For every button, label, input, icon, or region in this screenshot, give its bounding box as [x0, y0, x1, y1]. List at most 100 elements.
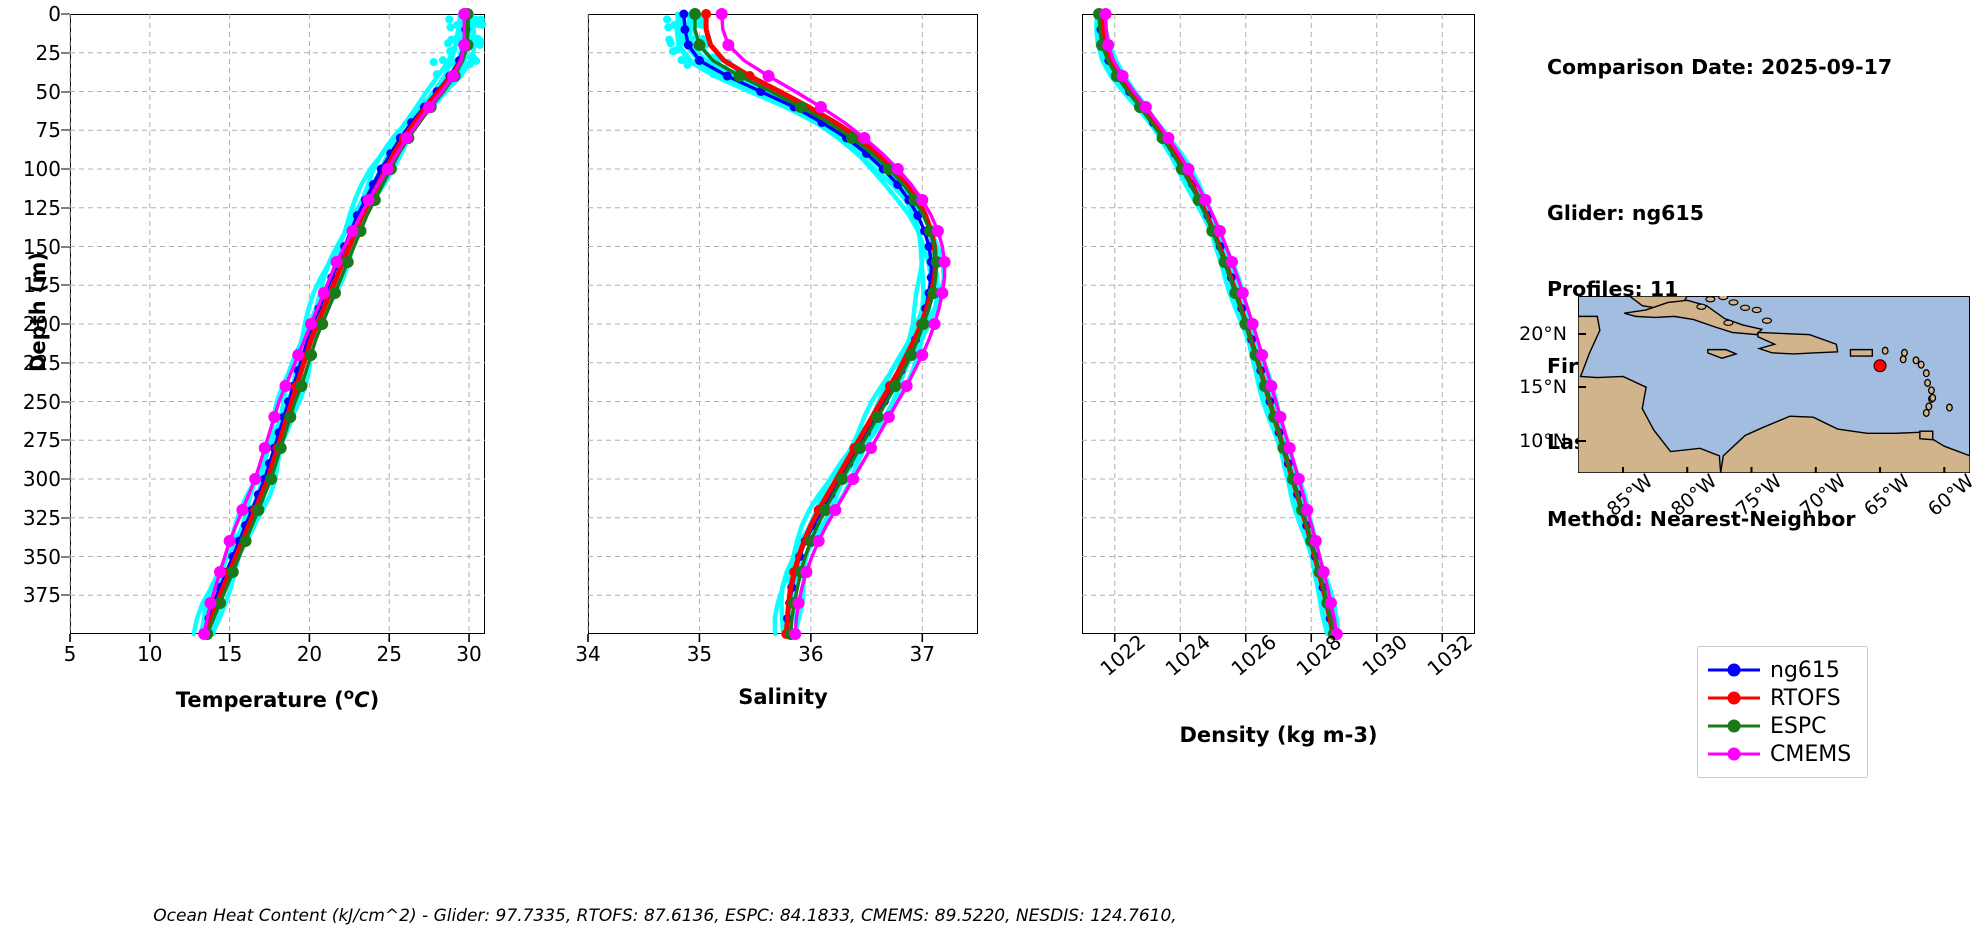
x-tick-label: 1026 — [1226, 629, 1281, 681]
series-marker-ng615 — [913, 211, 923, 220]
glider-scatter-point — [666, 39, 675, 48]
series-marker-espc — [882, 163, 895, 175]
series-marker-espc — [274, 442, 287, 454]
x-tick-label: 30 — [456, 642, 482, 666]
depth-tick-mark — [61, 362, 70, 364]
glider-scatter-point — [672, 46, 681, 55]
series-marker-cmems — [762, 70, 775, 82]
text-spacer — [1547, 132, 1892, 150]
series-marker-espc — [836, 473, 849, 485]
salinity-axis-title: Salinity — [738, 685, 828, 709]
series-marker-ng615 — [683, 40, 693, 50]
salinity-plot-svg — [587, 8, 978, 642]
depth-tick-label: 250 — [22, 389, 61, 414]
glider-scatter-point — [444, 60, 453, 69]
series-marker-cmems — [1099, 8, 1112, 20]
depth-axis-title: Depth (m) — [26, 251, 50, 373]
landmass-lesser-antilles-island — [1945, 403, 1953, 412]
legend-entry-rtofs[interactable]: RTOFS — [1708, 684, 1851, 712]
series-marker-cmems — [1265, 380, 1278, 392]
glider-scatter-point — [446, 23, 455, 32]
depth-tick-mark — [61, 207, 70, 209]
depth-tick-mark — [61, 13, 70, 15]
glider-scatter-point — [469, 53, 478, 62]
depth-tick-mark — [61, 168, 70, 170]
x-tick-label: 1030 — [1357, 629, 1412, 681]
landmass-lesser-antilles-island — [1925, 402, 1933, 411]
legend-entry-ng615[interactable]: ng615 — [1708, 656, 1851, 684]
landmass-bahamas-island — [1739, 304, 1751, 312]
series-marker-cmems — [1301, 504, 1314, 516]
depth-tick-label: 375 — [22, 583, 61, 608]
series-marker-cmems — [882, 411, 895, 423]
series-legend[interactable]: ng615 RTOFS ESPC CMEMS — [1697, 646, 1869, 778]
glider-scatter-point — [445, 15, 454, 24]
legend-swatch-icon — [1708, 661, 1760, 679]
depth-tick-mark — [61, 323, 70, 325]
series-marker-cmems — [305, 318, 318, 330]
series-marker-cmems — [812, 535, 825, 547]
series-marker-cmems — [1199, 194, 1212, 206]
ocean-heat-content-caption: Ocean Heat Content (kJ/cm^2) - Glider: 9… — [153, 906, 1177, 926]
x-tick-label: 20 — [296, 642, 323, 666]
depth-tick-mark — [61, 52, 70, 54]
landmass-bahamas-island — [1718, 296, 1729, 301]
series-marker-cmems — [381, 163, 394, 175]
depth-tick-mark — [61, 91, 70, 92]
depth-tick-label: 125 — [22, 195, 61, 220]
series-marker-cmems — [346, 225, 359, 237]
series-marker-rtofs — [701, 9, 712, 19]
series-marker-cmems — [865, 442, 878, 454]
series-marker-cmems — [1274, 411, 1287, 423]
landmass-lesser-antilles-island — [1922, 408, 1930, 417]
glider-location-marker[interactable] — [1873, 359, 1887, 373]
landmass-lesser-antilles-island — [1912, 356, 1920, 365]
salinity-profile-panel[interactable] — [587, 8, 978, 642]
series-marker-cmems — [1225, 256, 1238, 268]
series-marker-cmems — [891, 163, 904, 175]
series-marker-espc — [328, 287, 341, 299]
glider-line: Glider: ng615 — [1547, 200, 1704, 225]
depth-tick-mark — [61, 284, 70, 286]
temperature-profile-panel[interactable] — [69, 8, 487, 642]
landmass-trinidad — [1919, 430, 1934, 441]
depth-tick-mark — [61, 439, 70, 441]
temperature-axis-title: Temperature (oC) — [175, 685, 380, 712]
temperature-plot-svg — [69, 8, 487, 642]
legend-label: ESPC — [1770, 713, 1827, 739]
landmass-bahamas-island — [1751, 306, 1762, 314]
glider-scatter-point — [438, 56, 447, 65]
glider-scatter-point — [465, 60, 474, 69]
series-marker-cmems — [800, 566, 813, 578]
x-tick-label: 1022 — [1095, 629, 1150, 681]
series-marker-cmems — [792, 597, 805, 609]
x-tick-label: 34 — [575, 642, 601, 666]
series-marker-cmems — [1330, 628, 1343, 640]
landmass-lesser-antilles-island — [1901, 348, 1908, 357]
series-marker-espc — [733, 70, 746, 82]
series-marker-cmems — [268, 411, 281, 423]
series-marker-espc — [316, 318, 329, 330]
legend-entry-espc[interactable]: ESPC — [1708, 712, 1851, 740]
series-marker-espc — [239, 535, 252, 547]
series-marker-cmems — [317, 287, 330, 299]
depth-tick-mark — [61, 556, 70, 557]
legend-entry-cmems[interactable]: CMEMS — [1708, 740, 1851, 768]
glider-scatter-point — [473, 34, 482, 43]
series-marker-ng615 — [722, 71, 732, 81]
x-tick-label: 10 — [137, 642, 163, 666]
x-tick-label: 37 — [909, 642, 936, 666]
series-marker-cmems — [1236, 287, 1249, 299]
glider-scatter-point — [677, 56, 686, 65]
series-marker-espc — [905, 349, 918, 361]
glider-scatter-point — [663, 15, 672, 24]
comparison-date-line: Comparison Date: 2025-09-17 — [1547, 55, 1893, 79]
series-marker-cmems — [292, 349, 305, 361]
series-marker-cmems — [1317, 566, 1330, 578]
density-profile-panel[interactable] — [1082, 8, 1475, 642]
location-map-inset[interactable]: 20°N 15°N 10°N 85°W 80°W 75°W 70°W 65°W 60°W — [1519, 296, 1979, 521]
series-marker-cmems — [330, 256, 343, 268]
glider-scatter-point — [443, 39, 452, 48]
series-marker-cmems — [423, 101, 436, 113]
